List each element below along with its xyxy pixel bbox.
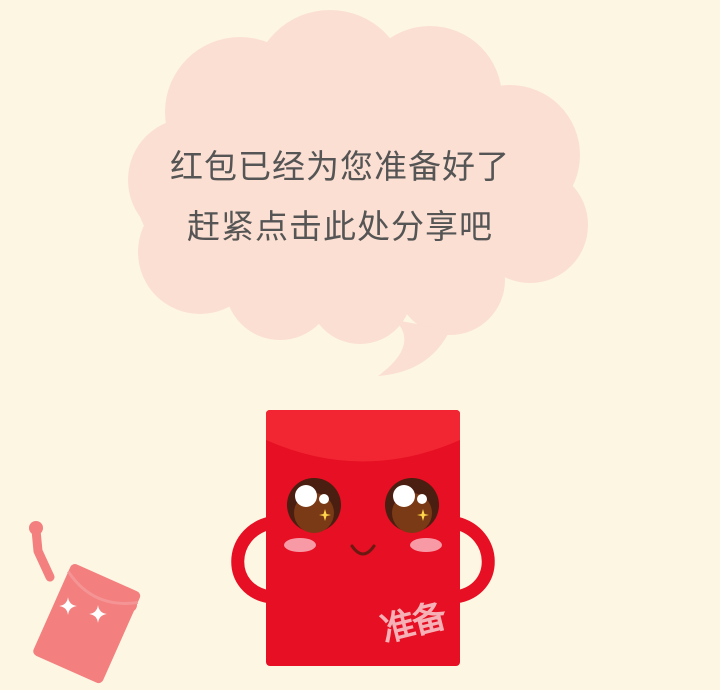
- right-eye-icon: [385, 478, 439, 533]
- red-envelope-character[interactable]: [228, 405, 498, 675]
- speech-bubble[interactable]: [0, 0, 720, 400]
- message-line-1[interactable]: 红包已经为您准备好了: [170, 147, 510, 186]
- left-eye-icon: [287, 478, 341, 533]
- message-line-2[interactable]: 赶紧点击此处分享吧: [187, 207, 493, 246]
- mini-envelope-icon: [29, 521, 141, 684]
